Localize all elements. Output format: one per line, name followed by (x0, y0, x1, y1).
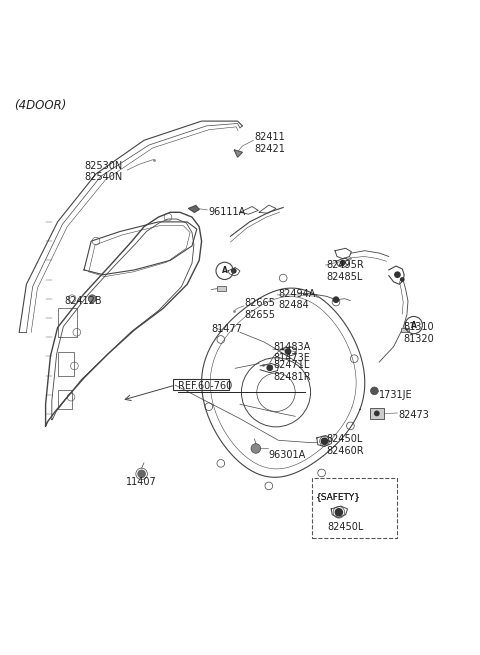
Text: (4DOOR): (4DOOR) (14, 100, 67, 113)
Text: A: A (222, 267, 228, 275)
Text: 1731JE: 1731JE (379, 390, 413, 400)
Circle shape (371, 387, 378, 395)
Text: 82494A
82484: 82494A 82484 (278, 289, 316, 310)
Circle shape (251, 443, 261, 453)
Bar (58, 390, 72, 409)
Circle shape (231, 268, 237, 274)
Text: {SAFETY}: {SAFETY} (316, 492, 361, 501)
Text: 82450L: 82450L (327, 521, 364, 532)
Text: 82473: 82473 (398, 410, 429, 420)
Text: 81477: 81477 (211, 324, 242, 335)
Circle shape (335, 508, 343, 517)
Text: 81483A
81473E: 81483A 81473E (274, 342, 311, 364)
Bar (58, 352, 74, 375)
Circle shape (137, 470, 146, 478)
Text: 82412B: 82412B (65, 296, 102, 306)
Bar (173, 379, 229, 390)
Bar (370, 408, 384, 419)
Text: 96111A: 96111A (209, 207, 246, 217)
Text: 82450L
82460R: 82450L 82460R (326, 434, 364, 456)
Bar (401, 328, 409, 332)
Text: 81310
81320: 81310 81320 (403, 322, 434, 344)
Circle shape (340, 260, 346, 265)
Circle shape (266, 364, 273, 371)
Text: 82495R
82485L: 82495R 82485L (326, 260, 364, 282)
Text: 96301A: 96301A (269, 450, 306, 460)
Text: A: A (411, 320, 417, 329)
Text: 11407: 11407 (126, 477, 157, 487)
Circle shape (88, 295, 96, 303)
Circle shape (285, 348, 291, 355)
Text: 82471L
82481R: 82471L 82481R (274, 360, 311, 381)
Text: {SAFETY}: {SAFETY} (316, 492, 361, 501)
Polygon shape (189, 206, 199, 212)
Circle shape (374, 411, 380, 417)
Circle shape (321, 438, 328, 445)
Bar (217, 286, 226, 291)
Circle shape (400, 277, 405, 282)
Text: 82530N
82540N: 82530N 82540N (84, 160, 122, 182)
Text: 82665
82655: 82665 82655 (245, 299, 276, 320)
Text: 82411
82421: 82411 82421 (254, 132, 285, 153)
Text: REF.60-760: REF.60-760 (178, 381, 232, 391)
Circle shape (394, 271, 401, 278)
Circle shape (333, 296, 339, 303)
Bar (312, 477, 397, 538)
Bar (58, 309, 77, 337)
Polygon shape (234, 150, 242, 157)
